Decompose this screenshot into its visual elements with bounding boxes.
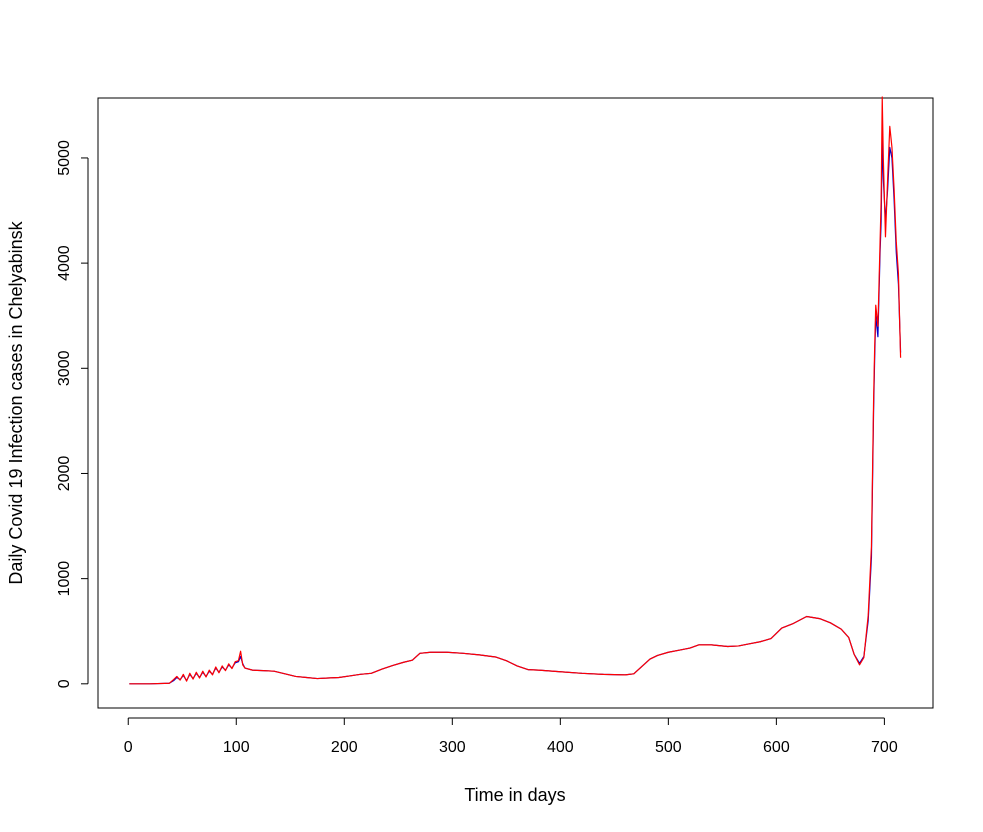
y-tick-label: 4000 bbox=[56, 245, 73, 281]
x-tick-label: 700 bbox=[871, 739, 898, 756]
y-tick-label: 5000 bbox=[56, 140, 73, 176]
x-tick-label: 100 bbox=[223, 739, 250, 756]
series-line-2 bbox=[129, 96, 902, 685]
x-tick-label: 600 bbox=[763, 739, 790, 756]
y-tick-label: 2000 bbox=[56, 456, 73, 492]
x-tick-label: 300 bbox=[439, 739, 466, 756]
x-tick-label: 500 bbox=[655, 739, 682, 756]
x-tick-label: 200 bbox=[331, 739, 358, 756]
x-axis: 0 100 200 300 400 500 600 700 bbox=[124, 717, 898, 756]
plot-frame bbox=[97, 97, 934, 709]
y-tick-label: 1000 bbox=[56, 561, 73, 597]
x-axis-label: Time in days bbox=[464, 785, 565, 805]
series-layer bbox=[129, 96, 902, 685]
y-tick-label: 0 bbox=[56, 679, 73, 688]
y-tick-label: 3000 bbox=[56, 350, 73, 386]
x-tick-label: 400 bbox=[547, 739, 574, 756]
y-axis: 0 1000 2000 3000 4000 5000 bbox=[56, 140, 89, 688]
x-tick-label: 0 bbox=[124, 739, 133, 756]
y-axis-label: Daily Covid 19 Infection cases in Chelya… bbox=[6, 220, 26, 584]
series-line-1 bbox=[129, 136, 902, 685]
